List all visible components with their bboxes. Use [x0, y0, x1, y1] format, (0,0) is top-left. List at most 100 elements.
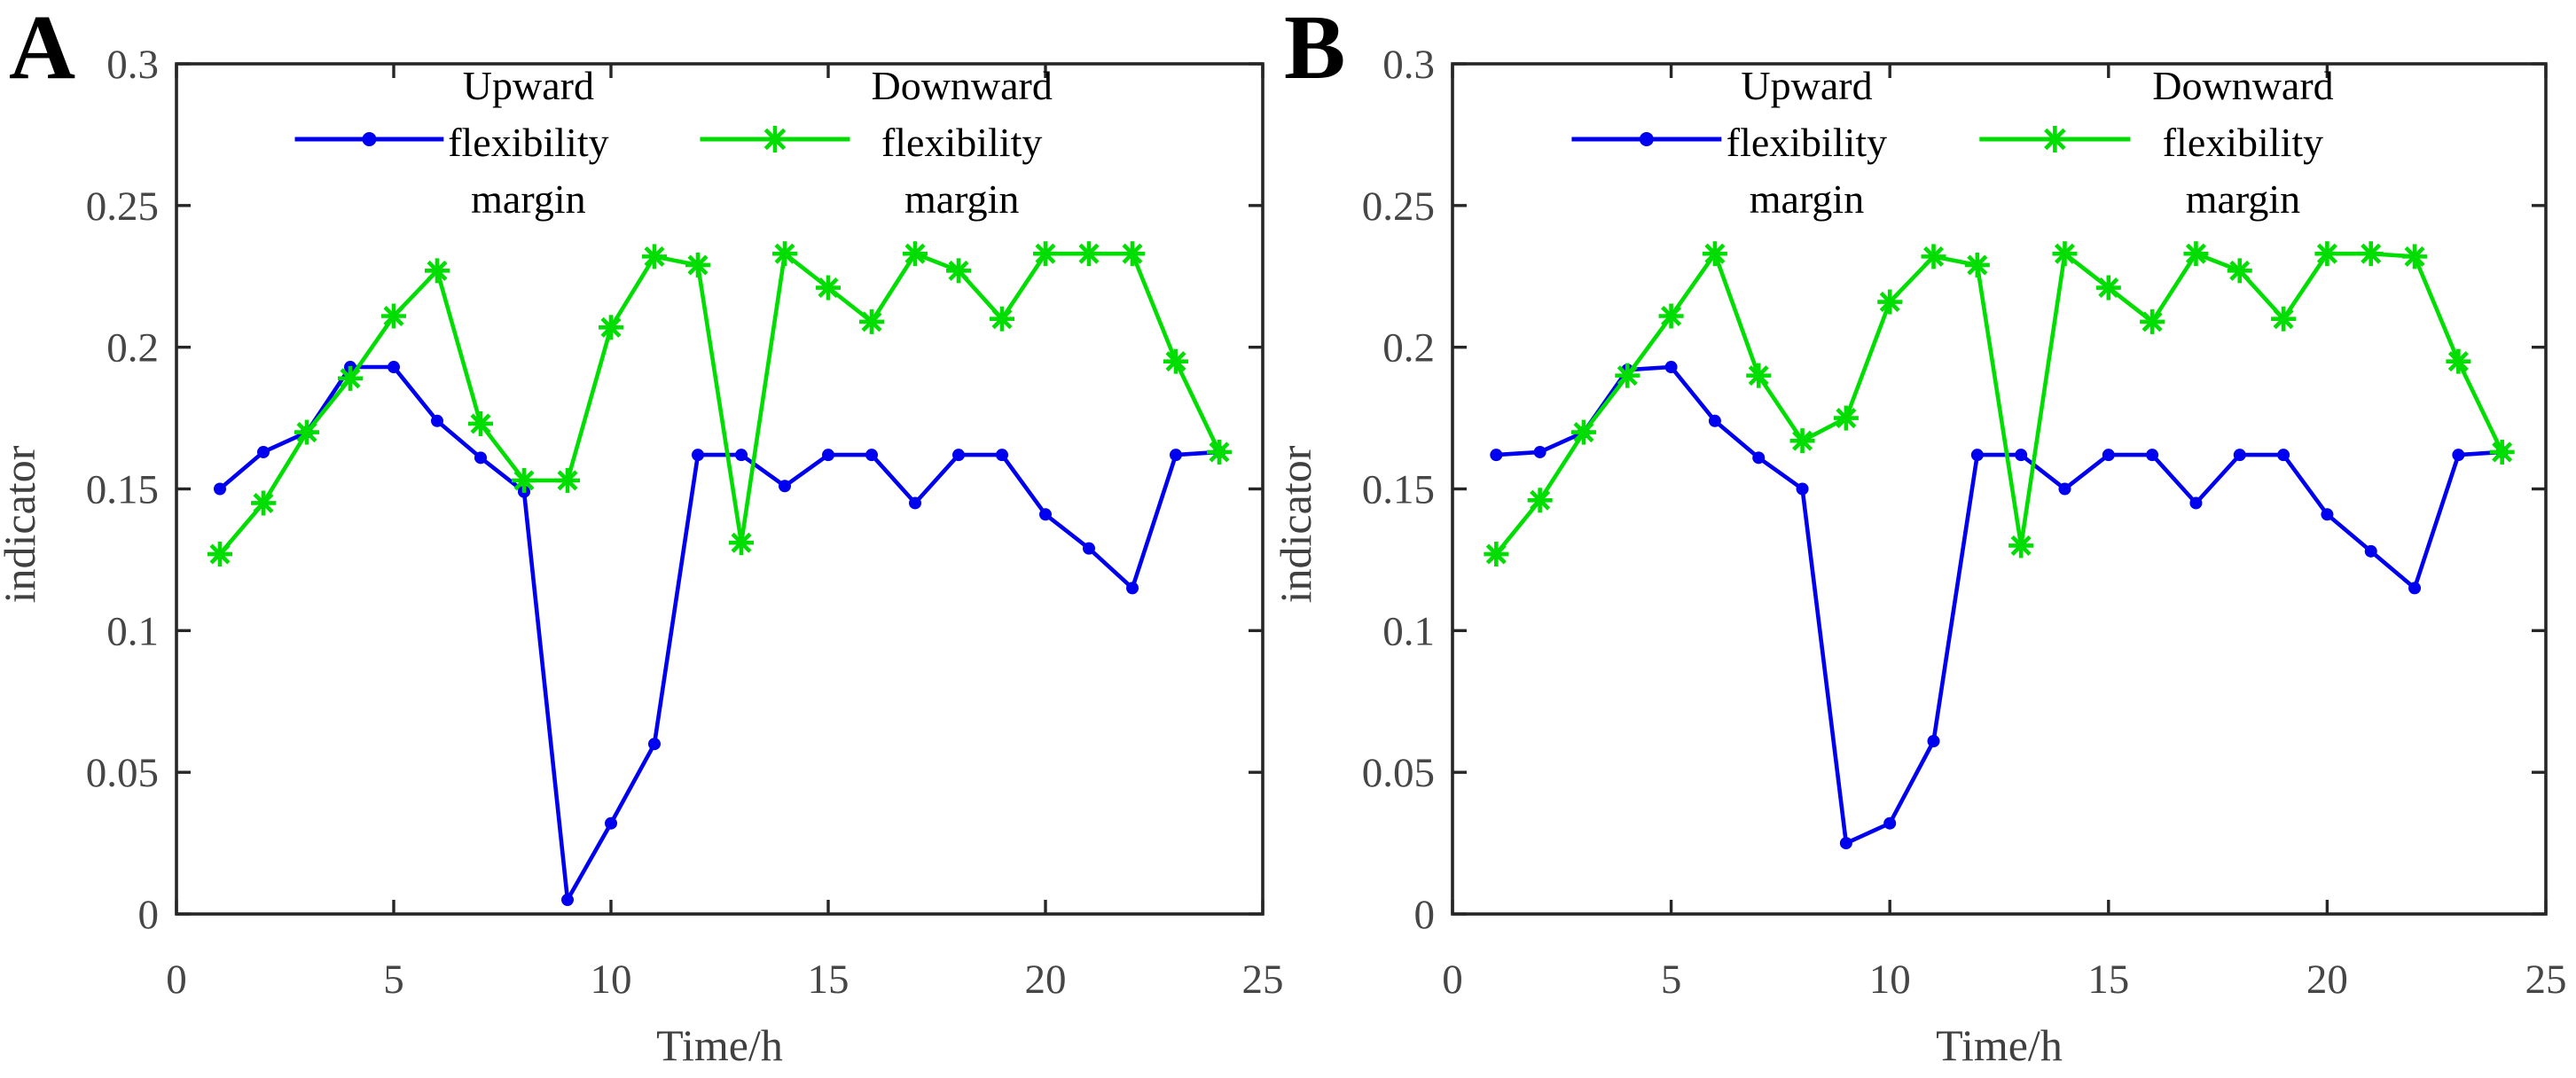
- upward-marker: [431, 414, 443, 427]
- y-tick-label: 0.25: [1362, 184, 1435, 230]
- y-tick-label: 0.15: [1362, 467, 1435, 513]
- upward-marker: [996, 449, 1008, 462]
- x-tick-label: 15: [808, 957, 850, 1003]
- x-tick-label: 20: [2306, 957, 2348, 1003]
- x-axis-label-B: Time/h: [1936, 1020, 2063, 1070]
- downward-series-line-B: [1494, 251, 2504, 556]
- legend-label-upward-line3: margin: [1750, 176, 1864, 222]
- upward-marker: [1083, 542, 1095, 555]
- x-tick-label: 0: [1442, 957, 1463, 1003]
- downward-marker: [512, 467, 536, 493]
- upward-marker: [1170, 449, 1182, 462]
- panel-B: 0 5 10 15 20 25 0 0.05 0.1 0.15 0.2 0.25 0.3 Time/h in…: [1271, 42, 2567, 1070]
- legend-marker-upward: [1639, 132, 1654, 146]
- downward-marker: [685, 252, 710, 277]
- y-tick-label: 0.1: [1382, 608, 1435, 654]
- downward-marker: [1964, 252, 1990, 277]
- downward-marker: [772, 241, 797, 267]
- downward-marker: [2140, 309, 2165, 334]
- upward-marker: [2015, 449, 2028, 462]
- downward-marker: [555, 467, 580, 493]
- legend-label-upward-line1: Upward: [463, 63, 594, 108]
- plot-border-A: [175, 62, 1265, 916]
- downward-marker: [2008, 533, 2034, 559]
- downward-marker: [1163, 348, 1188, 374]
- upward-marker: [2233, 449, 2246, 462]
- upward-marker: [822, 449, 834, 462]
- upward-marker: [605, 816, 617, 830]
- downward-marker: [251, 490, 276, 516]
- legend-label-downward-line1: Downward: [871, 63, 1052, 108]
- downward-marker: [207, 542, 232, 567]
- upward-marker: [561, 894, 574, 907]
- downward-marker: [1207, 439, 1232, 465]
- y-tick-label: 0.2: [1382, 325, 1435, 371]
- legend-label-upward-line2: flexibility: [448, 120, 608, 165]
- legend-marker-upward: [362, 132, 377, 146]
- upward-marker: [735, 449, 748, 462]
- downward-marker: [1702, 241, 1727, 267]
- downward-marker: [1877, 289, 1903, 315]
- x-tick-label: 25: [1242, 957, 1284, 1003]
- upward-marker: [1927, 735, 1940, 748]
- upward-marker: [779, 480, 791, 493]
- downward-marker: [294, 419, 319, 445]
- upward-marker: [1708, 414, 1721, 427]
- downward-marker: [1570, 419, 1596, 445]
- downward-marker: [1746, 363, 1772, 388]
- upward-series-line-A: [218, 364, 1220, 902]
- downward-marker: [381, 303, 406, 329]
- downward-marker: [599, 315, 623, 340]
- downward-marker: [468, 410, 493, 436]
- y-tick-label: 0.05: [86, 750, 159, 796]
- legend-label-downward-line1: Downward: [2152, 63, 2333, 108]
- downward-marker: [2314, 241, 2340, 267]
- upward-marker: [214, 482, 226, 496]
- upward-marker: [2146, 449, 2159, 462]
- x-tick-label: 5: [383, 957, 404, 1003]
- upward-marker: [1970, 449, 1984, 462]
- downward-marker: [1921, 244, 1946, 270]
- y-tick-label: 0.3: [1382, 42, 1435, 88]
- upward-marker: [1490, 449, 1503, 462]
- upward-marker: [952, 449, 965, 462]
- downward-marker: [2052, 241, 2078, 267]
- upward-marker: [2277, 449, 2290, 462]
- panel-A: 0 5 10 15 20 25 0 0.05 0.1 0.15 0.2 0.25 0.3 Time/h in…: [0, 42, 1284, 1070]
- legend-label-upward-line2: flexibility: [1726, 120, 1887, 165]
- y-tick-label: 0: [1414, 892, 1436, 938]
- downward-marker: [946, 258, 971, 284]
- legend-label-downward-line3: margin: [904, 176, 1019, 222]
- legend-marker-downward: [2041, 126, 2069, 152]
- upward-marker: [1039, 508, 1052, 521]
- downward-marker: [2095, 275, 2121, 301]
- downward-marker: [816, 275, 841, 301]
- downward-marker: [338, 365, 363, 391]
- downward-marker: [903, 241, 928, 267]
- downward-marker: [1527, 488, 1553, 513]
- downward-marker: [2227, 258, 2252, 284]
- y-tick-label: 0.05: [1362, 750, 1435, 796]
- upward-marker: [1883, 816, 1897, 830]
- upward-marker: [1533, 445, 1546, 458]
- legend-label-downward-line2: flexibility: [2163, 120, 2323, 165]
- x-tick-label: 0: [166, 957, 187, 1003]
- x-tick-label: 5: [1661, 957, 1682, 1003]
- upward-marker: [2321, 508, 2334, 521]
- downward-marker: [990, 306, 1014, 332]
- downward-marker: [1077, 241, 1101, 267]
- upward-marker: [1126, 582, 1139, 595]
- x-axis-label-A: Time/h: [656, 1020, 783, 1070]
- upward-marker: [1796, 482, 1809, 496]
- upward-marker: [2189, 496, 2203, 510]
- x-tick-label: 25: [2525, 957, 2567, 1003]
- legend-label-upward-line1: Upward: [1741, 63, 1872, 108]
- upward-marker: [909, 496, 921, 510]
- y-tick-label: 0.25: [86, 184, 159, 230]
- upward-marker: [692, 449, 704, 462]
- upward-marker: [2364, 544, 2377, 558]
- downward-marker: [1120, 241, 1145, 267]
- upward-marker: [2452, 449, 2465, 462]
- downward-marker: [642, 244, 667, 270]
